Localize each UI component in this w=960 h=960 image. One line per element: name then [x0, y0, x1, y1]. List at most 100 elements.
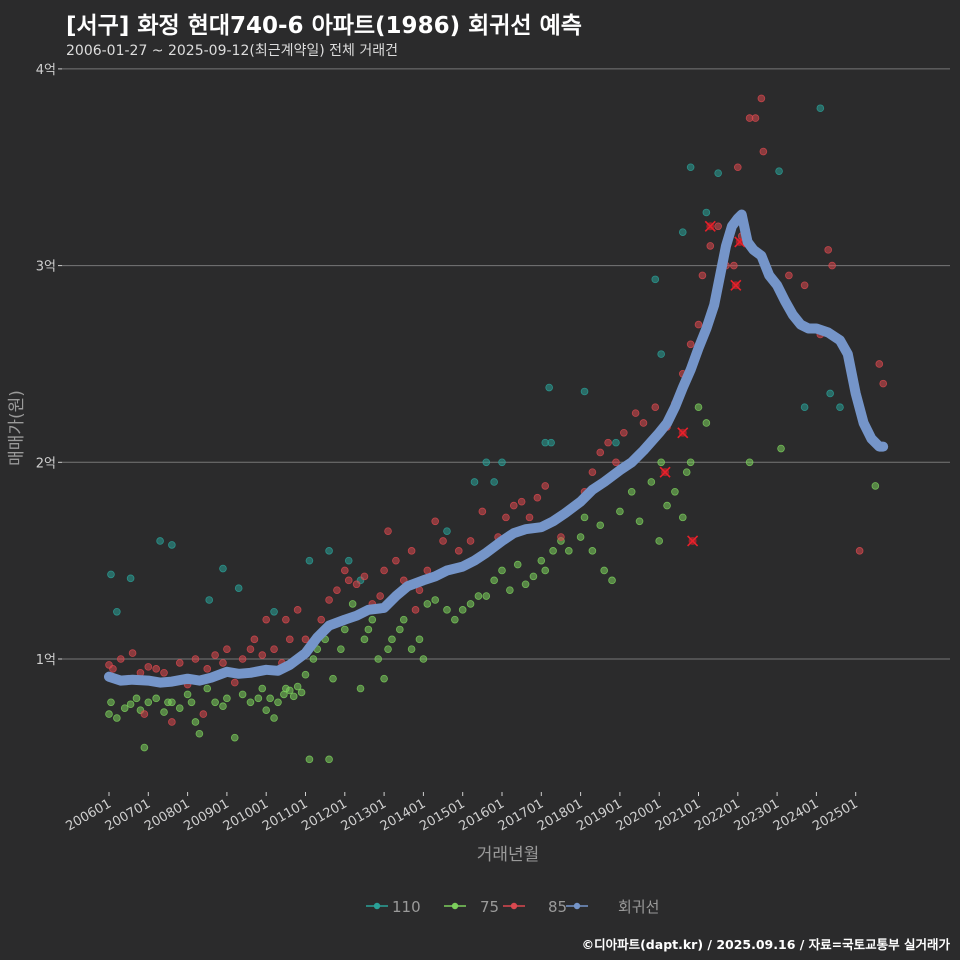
data-point-110: [470, 478, 479, 486]
data-point-75: [132, 694, 141, 703]
data-point-85: [262, 615, 271, 624]
cancelled-x: [687, 535, 699, 547]
data-point-85: [376, 592, 384, 600]
data-point-110: [344, 556, 353, 565]
data-point-75: [490, 576, 498, 585]
data-point-110: [443, 527, 451, 535]
data-point-75: [694, 403, 703, 412]
legend-item-회귀선: 회귀선: [566, 898, 659, 916]
data-point-75: [482, 592, 491, 600]
data-point-85: [454, 547, 463, 555]
data-point-110: [545, 383, 553, 392]
data-point-85: [757, 94, 766, 103]
data-point-85: [344, 576, 353, 585]
data-point-85: [293, 606, 302, 614]
legend-item-85: 85: [503, 898, 567, 916]
data-point-75: [678, 513, 687, 522]
data-point-85: [541, 482, 550, 490]
data-point-75: [600, 566, 608, 575]
data-point-85: [800, 281, 809, 290]
data-point-75: [144, 698, 153, 707]
x-tick-label: 202501: [810, 796, 860, 834]
data-point-85: [525, 513, 534, 522]
legend-swatch-dot: [373, 902, 381, 910]
data-point-110: [219, 564, 227, 573]
data-point-110: [826, 389, 834, 398]
data-point-75: [580, 513, 589, 522]
data-point-75: [195, 729, 204, 738]
data-point-85: [588, 468, 597, 476]
data-point-75: [254, 694, 263, 703]
data-point-75: [337, 645, 345, 653]
data-point-75: [443, 606, 451, 614]
data-point-75: [431, 596, 439, 604]
data-point-85: [128, 649, 137, 657]
data-point-75: [657, 458, 665, 467]
data-point-75: [219, 702, 227, 711]
data-point-85: [140, 710, 149, 718]
data-point-85: [651, 403, 660, 412]
data-point-75: [596, 521, 605, 530]
data-point-75: [458, 606, 467, 614]
data-point-75: [549, 547, 557, 555]
data-point-85: [116, 655, 125, 663]
data-point-110: [126, 574, 135, 583]
data-point-85: [191, 655, 200, 663]
cancelled-marker: [730, 279, 742, 291]
data-point-110: [168, 541, 176, 549]
data-point-75: [588, 547, 597, 555]
data-point-85: [211, 651, 219, 659]
data-point-85: [698, 271, 707, 280]
data-point-75: [576, 533, 585, 541]
data-point-110: [686, 163, 695, 172]
data-point-75: [285, 686, 294, 695]
data-point-85: [175, 659, 184, 667]
data-point-85: [219, 659, 227, 667]
y-axis: 1억 2억 3억 4억: [36, 63, 62, 668]
cancelled-marker: [677, 427, 689, 439]
data-point-75: [663, 501, 671, 510]
data-point-75: [270, 714, 278, 722]
data-point-85: [285, 635, 294, 644]
data-point-85: [238, 655, 247, 663]
data-point-75: [745, 458, 754, 467]
y-tick-label: 4억: [36, 63, 56, 78]
data-point-75: [537, 556, 546, 565]
data-point-110: [836, 403, 844, 412]
data-point-110: [305, 556, 314, 565]
data-point-110: [580, 387, 589, 396]
data-point-85: [596, 448, 605, 457]
regression-line: [104, 209, 889, 688]
data-point-75: [608, 576, 616, 585]
data-point-75: [871, 482, 880, 490]
data-point-110: [714, 169, 722, 177]
source-credit: ©디아파트(dapt.kr) / 2025.09.16 / 자료=국토교통부 실…: [581, 937, 950, 952]
y-tick-label: 3억: [36, 260, 56, 275]
data-point-75: [635, 517, 644, 526]
data-point-75: [655, 537, 663, 545]
data-point-75: [360, 635, 369, 644]
data-point-75: [152, 694, 160, 703]
data-point-75: [126, 700, 135, 709]
data-point-85: [270, 645, 278, 653]
data-point-75: [565, 547, 573, 555]
legend-item-75: 75: [444, 898, 499, 916]
data-point-85: [380, 566, 388, 575]
data-point-75: [466, 600, 475, 608]
data-point-75: [474, 592, 483, 600]
y-tick-label: 2억: [36, 456, 56, 471]
data-point-75: [374, 655, 383, 663]
data-point-85: [246, 645, 255, 653]
data-point-75: [246, 698, 255, 707]
data-point-85: [258, 651, 267, 659]
legend-swatch-dot: [510, 902, 518, 910]
data-point-85: [706, 242, 715, 250]
cancelled-x: [730, 279, 742, 291]
x-axis: 2006012007012008012009012010012011012012…: [64, 792, 861, 834]
data-point-85: [333, 586, 341, 594]
data-point-85: [733, 163, 742, 172]
data-point-75: [223, 694, 231, 703]
data-point-110: [775, 167, 783, 175]
data-point-110: [702, 208, 711, 217]
